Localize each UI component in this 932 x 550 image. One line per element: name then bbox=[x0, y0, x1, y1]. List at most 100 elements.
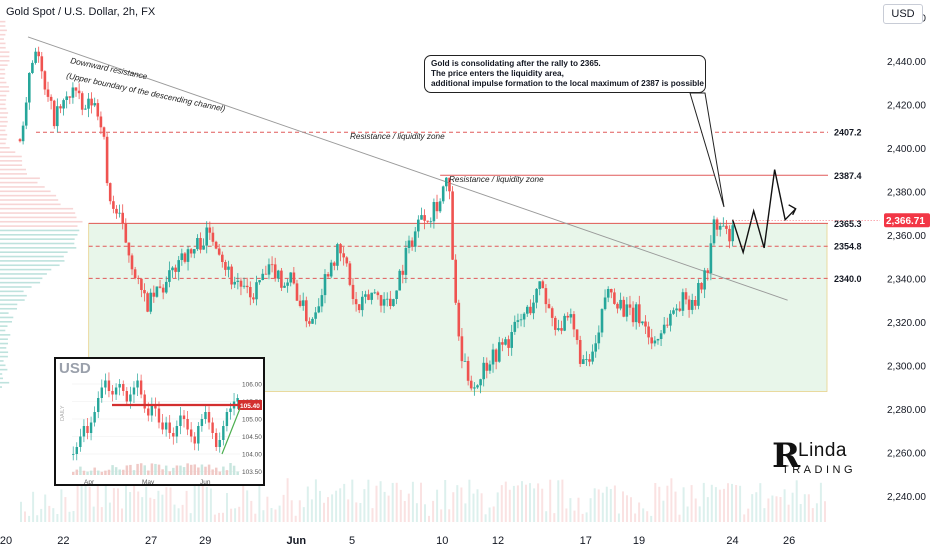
inset-volume-bar bbox=[114, 467, 118, 475]
volume-bar bbox=[537, 483, 540, 522]
volume-profile-bar bbox=[0, 203, 61, 206]
candle-body bbox=[74, 87, 78, 91]
candle-body bbox=[105, 136, 109, 184]
volume-profile-bar bbox=[0, 338, 8, 340]
inset-candle-body bbox=[72, 454, 75, 455]
candle-body bbox=[130, 255, 134, 270]
volume-bar bbox=[282, 494, 285, 522]
volume-bar bbox=[739, 485, 742, 522]
candle-body bbox=[575, 329, 579, 340]
candle-body bbox=[40, 56, 44, 72]
candle-body bbox=[597, 332, 601, 344]
volume-profile-bar bbox=[0, 377, 3, 380]
inset-volume-bar bbox=[214, 467, 218, 475]
time-axis-label: 17 bbox=[580, 535, 592, 547]
volume-profile-bar bbox=[0, 220, 83, 223]
volume-bar bbox=[787, 504, 790, 522]
volume-bar bbox=[226, 493, 228, 522]
volume-bar bbox=[258, 485, 261, 522]
volume-bar bbox=[638, 502, 641, 522]
inset-volume-bar bbox=[129, 464, 132, 475]
volume-bar bbox=[444, 480, 447, 522]
volume-bar bbox=[185, 490, 188, 522]
volume-bar bbox=[585, 512, 588, 522]
volume-profile-bar bbox=[0, 177, 40, 180]
candle-body bbox=[171, 267, 174, 271]
candle-body bbox=[221, 254, 224, 262]
volume-bar bbox=[512, 485, 515, 522]
inset-volume-bar bbox=[197, 467, 200, 475]
volume-bar bbox=[133, 481, 136, 522]
volume-bar bbox=[294, 515, 297, 522]
volume-bar bbox=[678, 514, 681, 522]
candle-body bbox=[261, 273, 264, 280]
volume-bar bbox=[314, 479, 317, 522]
time-axis-label: 24 bbox=[726, 535, 738, 547]
candle-body bbox=[712, 219, 716, 244]
time-axis-label: 29 bbox=[199, 535, 211, 547]
volume-bar bbox=[525, 484, 527, 522]
candle-body bbox=[563, 315, 566, 331]
candle-body bbox=[538, 281, 541, 289]
volume-bar bbox=[40, 508, 43, 522]
inset-volume-bar bbox=[147, 470, 150, 475]
volume-profile-bar bbox=[0, 329, 6, 332]
volume-bar bbox=[448, 509, 451, 522]
inset-candle-body bbox=[97, 398, 100, 412]
candle-body bbox=[133, 269, 137, 279]
inset-candle-body bbox=[79, 436, 82, 447]
volume-bar bbox=[492, 506, 495, 522]
volume-bar bbox=[391, 482, 394, 522]
volume-bar bbox=[759, 483, 762, 522]
volume-bar bbox=[121, 508, 123, 522]
currency-button[interactable]: USD bbox=[883, 4, 923, 24]
inset-candle-body bbox=[147, 408, 150, 416]
candle-body bbox=[501, 342, 504, 345]
volume-bar bbox=[815, 503, 818, 522]
volume-bar bbox=[32, 491, 35, 522]
inset-candle-body bbox=[82, 426, 86, 437]
projection-path bbox=[731, 169, 797, 255]
volume-bar bbox=[549, 479, 552, 522]
volume-bar bbox=[266, 496, 269, 522]
volume-profile-bar bbox=[0, 64, 8, 66]
candle-body bbox=[168, 270, 171, 282]
inset-candle-body bbox=[93, 412, 96, 423]
candle-body bbox=[578, 340, 582, 364]
volume-profile-bar bbox=[0, 120, 8, 123]
volume-bar bbox=[803, 494, 806, 522]
volume-bar bbox=[452, 492, 455, 522]
price-axis-tick: 2,300.00 bbox=[887, 361, 926, 372]
candle-body bbox=[317, 306, 321, 313]
inset-candle-body bbox=[225, 412, 229, 426]
candle-body bbox=[211, 232, 215, 242]
candle-body bbox=[264, 273, 268, 275]
candle-body bbox=[224, 262, 227, 270]
candle-body bbox=[398, 270, 401, 291]
volume-bar bbox=[702, 482, 705, 522]
price-axis-tick: 2,340.00 bbox=[887, 274, 926, 285]
volume-bar bbox=[609, 489, 612, 522]
candle-body bbox=[507, 339, 510, 348]
candle-body bbox=[18, 139, 22, 142]
volume-bar bbox=[72, 511, 75, 522]
volume-profile-bar bbox=[0, 294, 27, 297]
inset-volume-bar bbox=[182, 467, 186, 475]
price-axis-bg bbox=[880, 0, 932, 550]
volume-bar bbox=[686, 506, 689, 522]
volume-bar bbox=[529, 483, 531, 522]
candle-body bbox=[292, 272, 296, 284]
volume-bar bbox=[177, 508, 180, 522]
time-axis-label: 27 bbox=[145, 535, 157, 547]
volume-bar bbox=[335, 490, 338, 522]
inset-candle-body bbox=[168, 422, 171, 433]
candle-body bbox=[68, 96, 72, 98]
candle-body bbox=[513, 321, 517, 332]
candle-body bbox=[323, 274, 327, 296]
candle-body bbox=[351, 284, 355, 299]
inset-volume-bar bbox=[225, 470, 229, 475]
candle-body bbox=[99, 116, 103, 128]
inset-price-badge bbox=[238, 400, 262, 410]
